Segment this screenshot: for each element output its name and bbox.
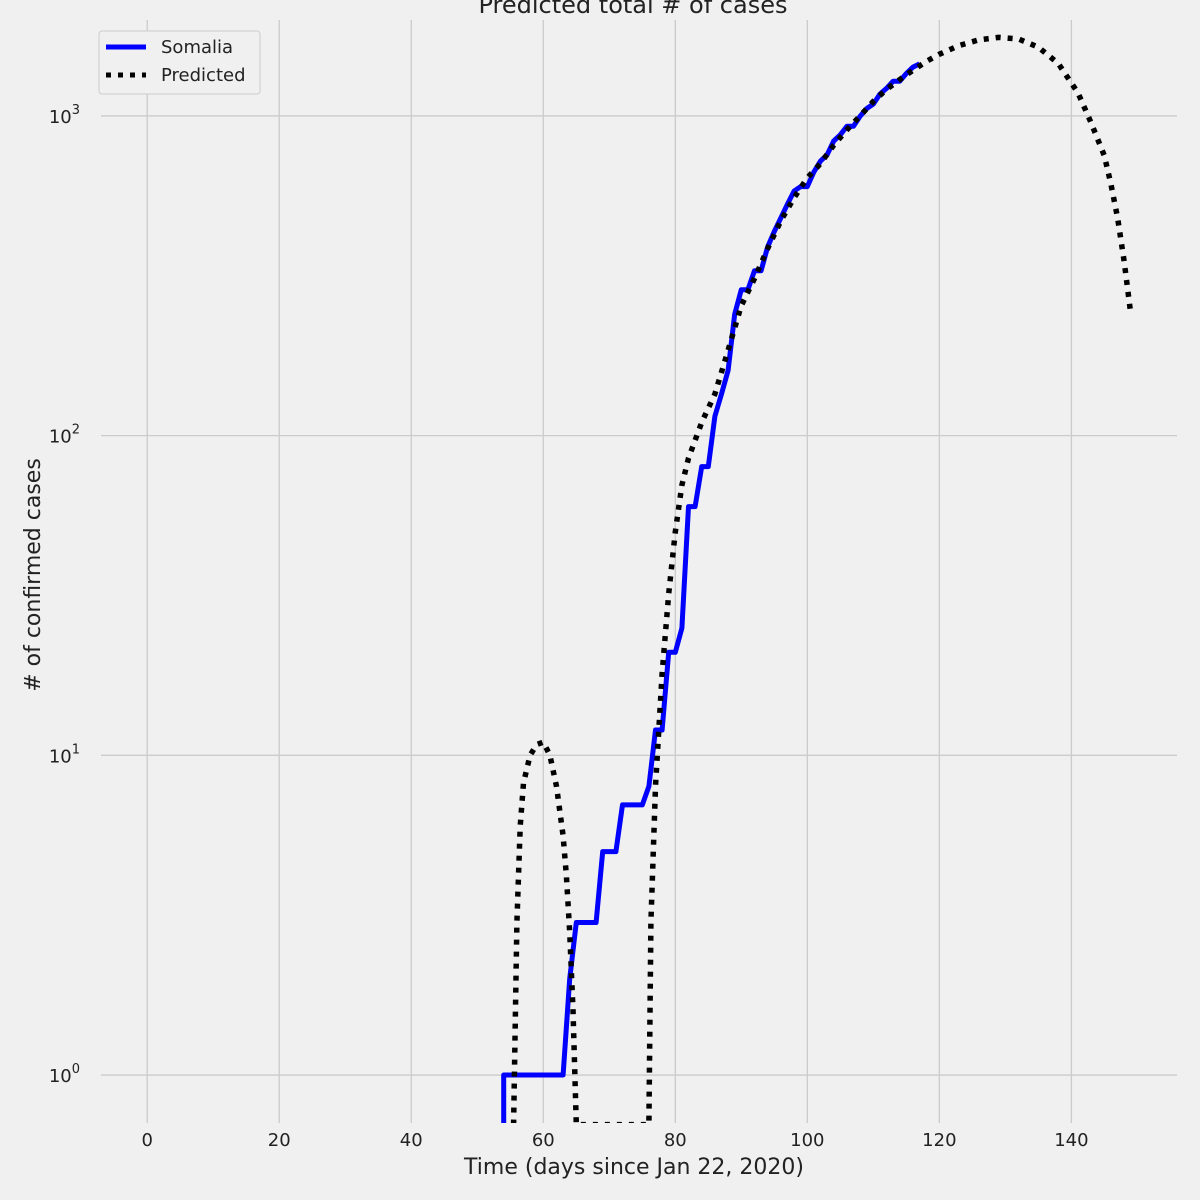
x-tick-label: 60 [532,1130,555,1151]
legend-label-predicted: Predicted [161,65,246,86]
y-axis-title: # of confirmed cases [21,458,46,692]
x-axis-title: Time (days since Jan 22, 2020) [463,1155,804,1180]
y-tick-label: 100 [49,1062,80,1087]
x-tick-label: 40 [400,1130,423,1151]
y-tick-label: 102 [49,423,80,448]
x-tick-label: 120 [922,1130,956,1151]
chart-title: Predicted total # of cases [479,0,788,19]
x-tick-label: 100 [790,1130,824,1151]
series-line-somalia [501,61,921,1123]
y-tick-label: 103 [49,103,80,128]
tick-labels: 0 20 40 60 80 100 120 140 100 101 102 103 [49,103,1089,1151]
x-tick-label: 80 [664,1130,687,1151]
series-line-predicted [510,34,1134,1123]
grid [101,20,1177,1123]
x-tick-label: 0 [141,1130,152,1151]
legend: Somalia Predicted [98,30,261,95]
series-layer [501,34,1134,1123]
y-tick-label: 101 [49,742,80,767]
x-tick-label: 140 [1054,1130,1088,1151]
legend-label-somalia: Somalia [161,37,233,58]
x-tick-label: 20 [268,1130,291,1151]
